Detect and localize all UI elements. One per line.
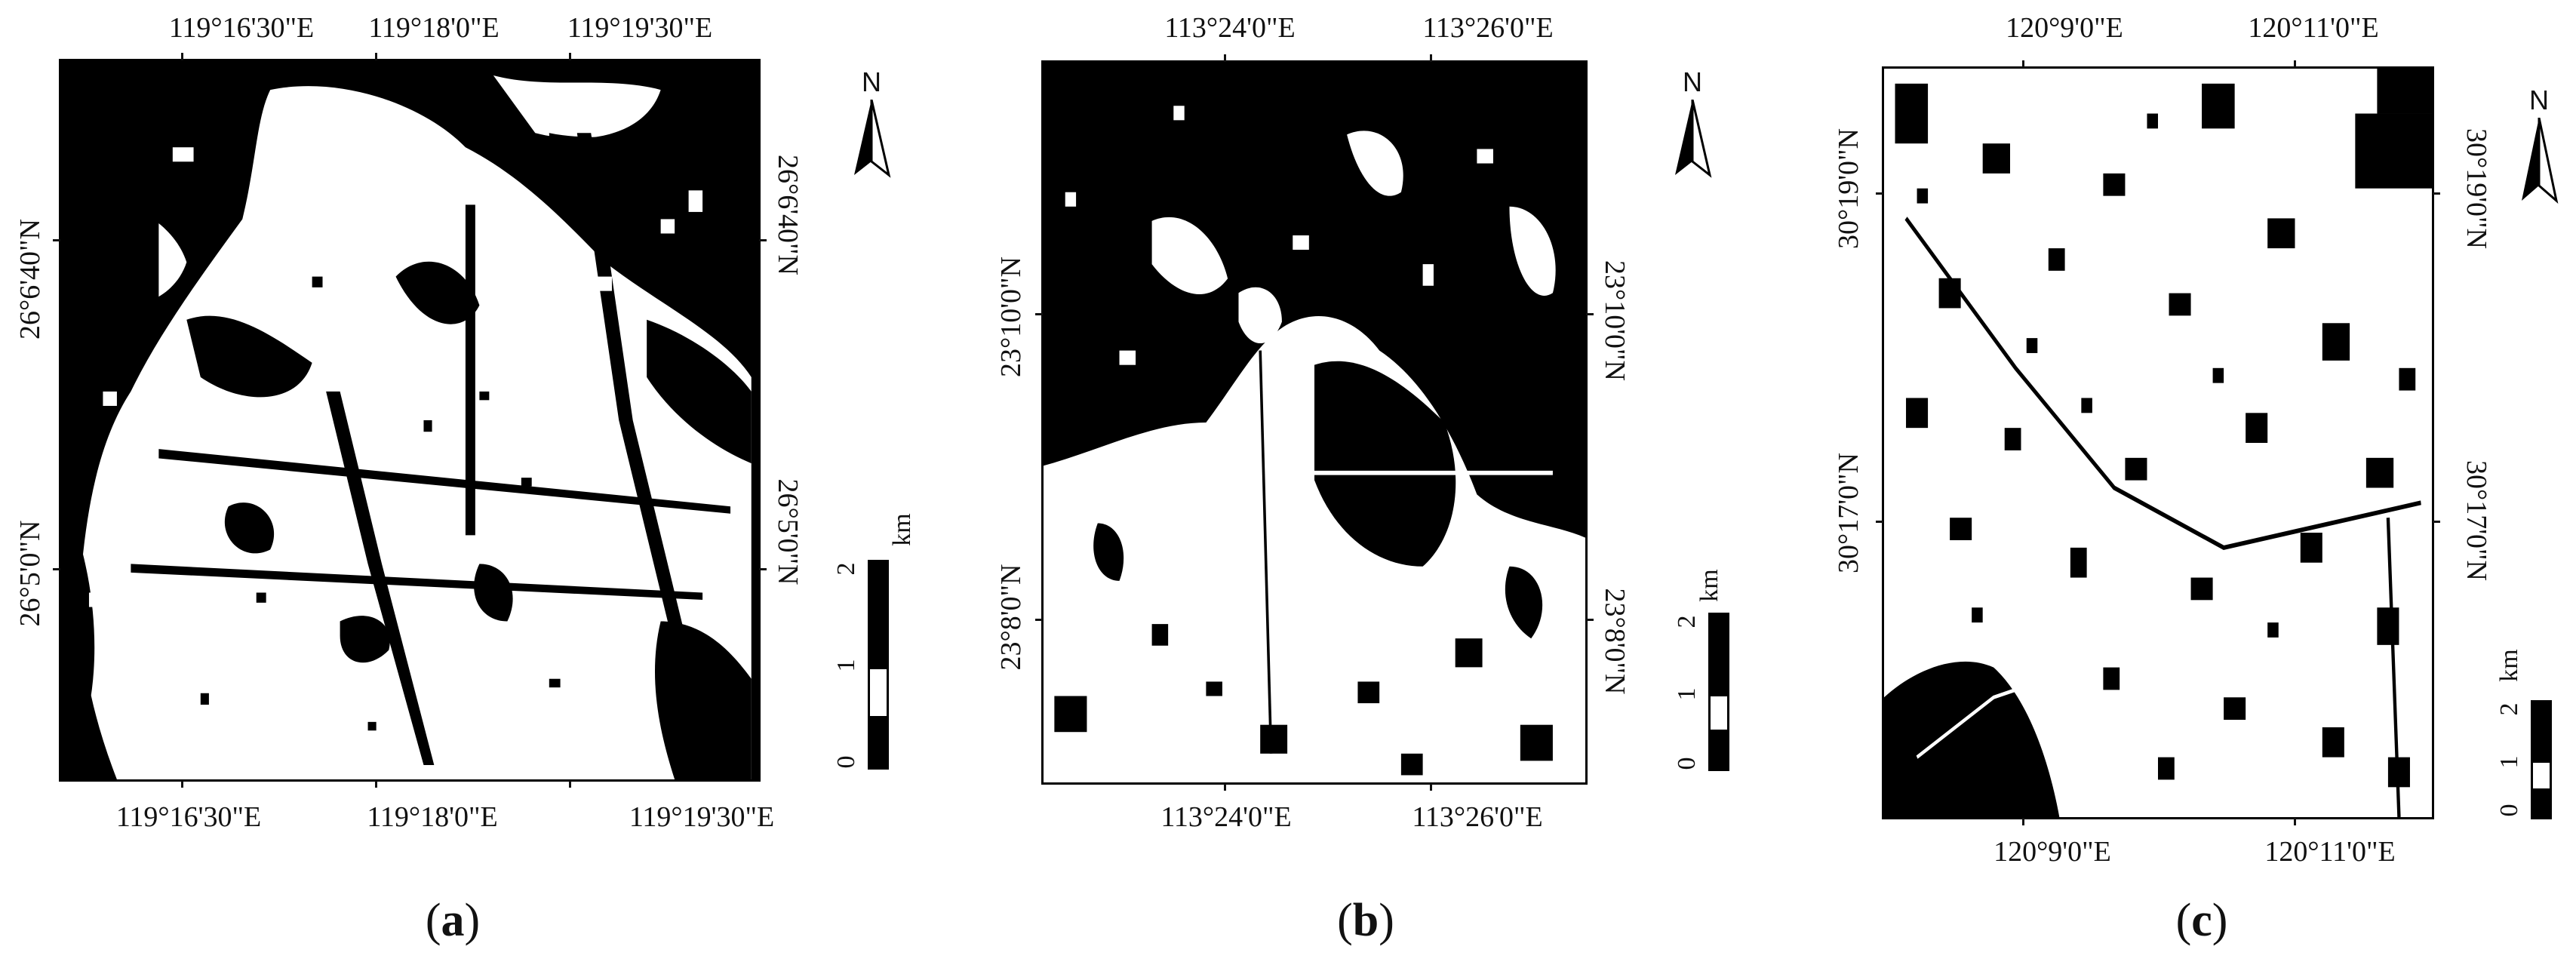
bottom-longitude-label: 120°11'0"E [2264,836,2396,868]
left-latitude-label: 26°6'40"N [14,219,46,340]
scale-tick-label: 2 [832,562,860,576]
scale-unit-label: km [2495,649,2523,682]
bottom-longitude-label: 113°26'0"E [1412,801,1543,833]
north-arrow: N [845,66,898,187]
panel-caption: (c) [2175,895,2228,946]
urban-extent-mask-b [1044,106,1585,782]
right-latitude-label: 23°8'0"N [1599,588,1631,695]
panel-caption: (a) [425,895,481,946]
bottom-longitude-label: 119°16'30"E [115,801,262,833]
urban-extent-mask-a [61,61,752,779]
scale-tick-label: 2 [1673,615,1701,628]
scale-tick-label: 1 [832,659,860,672]
bottom-longitude-label: 119°19'30"E [629,801,775,833]
north-arrow: N [2513,85,2565,213]
scale-tick-label: 2 [2495,702,2523,716]
top-longitude-label: 113°24'0"E [1164,12,1296,44]
left-latitude-label: 26°5'0"N [14,520,46,627]
classification-map-b [1041,60,1588,785]
bottom-longitude-label: 113°24'0"E [1160,801,1292,833]
north-arrow-icon [2522,118,2559,204]
top-longitude-label: 113°26'0"E [1422,12,1554,44]
north-arrow-icon [1675,100,1712,178]
north-label: N [862,66,881,97]
left-latitude-label: 30°17'0"N [1833,453,1864,573]
left-latitude-label: 30°19'0"N [1833,128,1864,249]
right-latitude-label: 30°17'0"N [2461,460,2492,581]
scale-tick-label: 0 [1673,757,1701,770]
classification-map-a [59,59,761,782]
scale-tick-label: 1 [2495,755,2523,769]
scale-tick-label: 0 [2495,804,2523,817]
scale-tick-label: 1 [1673,687,1701,701]
scale-unit-label: km [888,513,916,546]
panel-caption: (b) [1337,895,1394,946]
scale-unit-label: km [1695,569,1723,602]
north-arrow-icon [854,100,891,178]
top-longitude-label: 119°16'30"E [168,12,315,44]
urban-extent-mask-c [1884,69,2432,817]
scale-bar: 0 1 2 km [2495,649,2576,819]
top-longitude-label: 120°9'0"E [2006,12,2123,44]
scale-bar: 0 1 2 km [832,513,916,770]
right-latitude-label: 30°19'0"N [2461,128,2492,249]
north-label: N [2529,85,2549,115]
north-label: N [1683,66,1702,97]
top-longitude-label: 119°19'30"E [567,12,713,44]
classification-map-c [1882,66,2434,819]
right-latitude-label: 26°6'40"N [772,155,804,275]
top-longitude-label: 120°11'0"E [2248,12,2379,44]
left-latitude-label: 23°8'0"N [995,564,1027,671]
left-latitude-label: 23°10'0"N [995,257,1027,377]
right-latitude-label: 26°5'0"N [772,478,804,585]
top-longitude-label: 119°18'0"E [368,12,500,44]
right-latitude-label: 23°10'0"N [1599,260,1631,381]
bottom-longitude-label: 120°9'0"E [1993,836,2111,868]
scale-bar: 0 1 2 km [1673,569,1754,771]
bottom-longitude-label: 119°18'0"E [367,801,498,833]
north-arrow: N [1666,66,1719,187]
scale-tick-label: 0 [832,755,860,769]
